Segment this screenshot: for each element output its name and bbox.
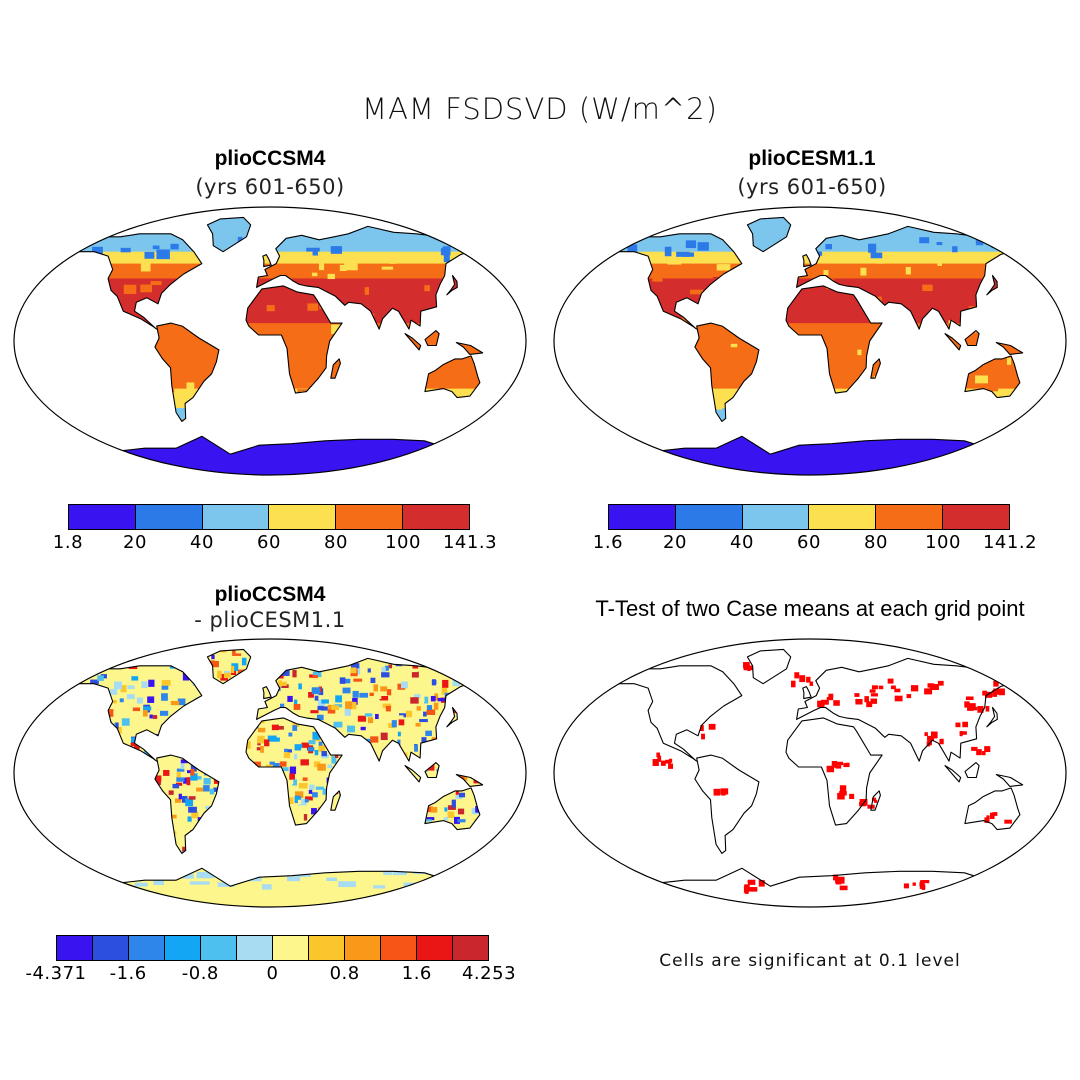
colorbar-swatch xyxy=(69,505,136,529)
panel-subtitle-ccsm4: (yrs 601-650) xyxy=(195,175,345,199)
panel-title-ccsm4: plioCCSM4 xyxy=(214,147,326,170)
colorbar-tick-label: 40 xyxy=(730,532,754,553)
colorbar-tick-label: -1.6 xyxy=(109,963,147,984)
colorbar-tick-label: 141.2 xyxy=(982,532,1038,553)
colorbar-tick-label: 100 xyxy=(925,532,961,553)
colorbar-tick-label: 100 xyxy=(385,532,421,553)
colorbar-swatch xyxy=(273,936,309,960)
colorbar-swatch xyxy=(237,936,273,960)
colorbar-diff xyxy=(56,935,489,961)
colorbar-tick-label: 0.8 xyxy=(329,963,360,984)
panel-subtitle-diff: - plioCESM1.1 xyxy=(194,608,346,632)
colorbar-swatch xyxy=(201,936,237,960)
colorbar-tick-label: 20 xyxy=(123,532,147,553)
colorbar-swatch xyxy=(309,936,345,960)
panel-subtitle-cesm11: (yrs 601-650) xyxy=(737,175,887,199)
colorbar-swatch xyxy=(742,505,810,529)
colorbar-tick-label: 60 xyxy=(797,532,821,553)
panel-title-cesm11: plioCESM1.1 xyxy=(748,147,876,170)
figure-title: MAM FSDSVD (W/m^2) xyxy=(362,92,718,126)
colorbar-tick-label: 1.6 xyxy=(401,963,432,984)
map-ttest xyxy=(553,638,1067,908)
colorbar-ccsm4 xyxy=(68,504,470,530)
colorbar-tick-label: 80 xyxy=(864,532,888,553)
colorbar-swatch xyxy=(876,505,944,529)
colorbar-swatch xyxy=(345,936,381,960)
colorbar-swatch xyxy=(943,505,1009,529)
colorbar-cesm11 xyxy=(608,504,1010,530)
colorbar-swatch xyxy=(202,505,270,529)
colorbar-swatch xyxy=(403,505,469,529)
colorbar-tick-label: 20 xyxy=(663,532,687,553)
colorbar-tick-label: 1.8 xyxy=(52,532,84,553)
colorbar-tick-label: -4.371 xyxy=(25,963,87,984)
colorbar-swatch xyxy=(135,505,203,529)
colorbar-tick-label: 141.3 xyxy=(442,532,498,553)
colorbar-tick-label: 0 xyxy=(266,963,279,984)
colorbar-tick-label: -0.8 xyxy=(181,963,219,984)
map-cesm11 xyxy=(553,206,1067,476)
colorbar-swatch xyxy=(453,936,488,960)
colorbar-swatch xyxy=(417,936,453,960)
colorbar-tick-label: 40 xyxy=(190,532,214,553)
colorbar-swatch xyxy=(675,505,743,529)
colorbar-swatch xyxy=(93,936,129,960)
colorbar-swatch xyxy=(336,505,404,529)
colorbar-swatch xyxy=(129,936,165,960)
panel-title-diff: plioCCSM4 xyxy=(214,583,326,606)
colorbar-tick-label: 4.253 xyxy=(461,963,517,984)
ttest-footnote: Cells are significant at 0.1 level xyxy=(659,951,961,971)
colorbar-swatch xyxy=(609,505,676,529)
colorbar-tick-label: 80 xyxy=(324,532,348,553)
colorbar-swatch xyxy=(165,936,201,960)
colorbar-swatch xyxy=(57,936,93,960)
colorbar-swatch xyxy=(809,505,877,529)
map-ccsm4 xyxy=(13,206,527,476)
panel-title-ttest: T-Test of two Case means at each grid po… xyxy=(595,596,1025,621)
colorbar-tick-label: 1.6 xyxy=(592,532,624,553)
colorbar-swatch xyxy=(381,936,417,960)
map-diff xyxy=(13,638,527,908)
colorbar-swatch xyxy=(269,505,337,529)
colorbar-tick-label: 60 xyxy=(257,532,281,553)
